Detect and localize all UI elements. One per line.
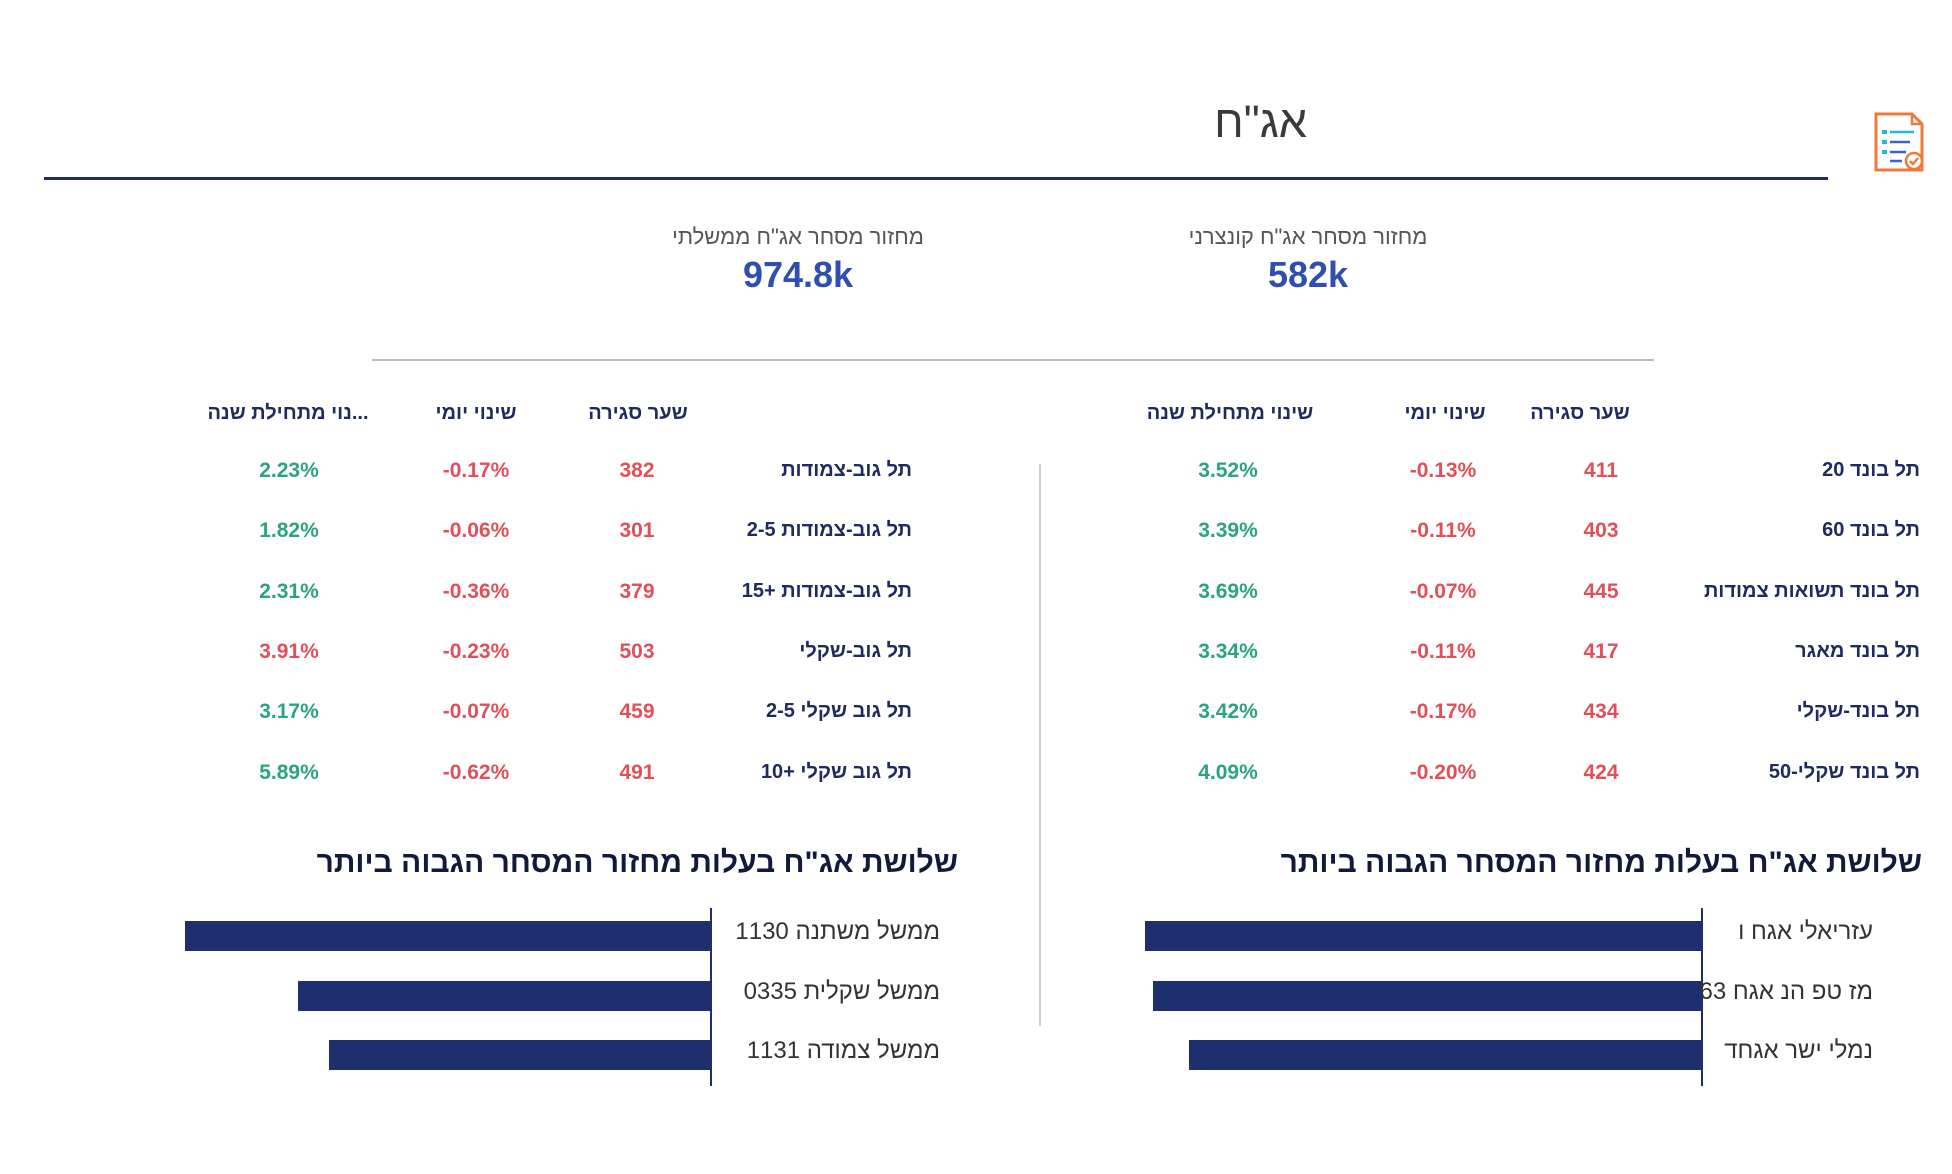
government-row-close: 379 xyxy=(619,580,655,603)
government-row-name: תל גוב-צמודות xyxy=(781,459,912,481)
government-top-bar-label: ממשל משתנה 1130 xyxy=(735,918,940,945)
government-row-name: תל גוב שקלי +10 xyxy=(760,761,912,783)
corporate-top-bar-label: מז טפ הנ אגח 63 xyxy=(1699,978,1874,1005)
government-row-ytd: 3.91% xyxy=(259,640,319,663)
corporate-row-name: תל בונד שקלי-50 xyxy=(1768,761,1920,783)
government-row-close: 503 xyxy=(619,640,655,663)
corporate-header-daily: שינוי יומי xyxy=(1404,402,1486,424)
government-row-daily: -0.07% xyxy=(442,700,510,723)
government-header-ytd: ...נוי מתחילת שנה xyxy=(207,402,369,424)
government-top-bar-label: ממשל שקלית 0335 xyxy=(743,978,940,1005)
government-row-name: תל גוב שקלי 2-5 xyxy=(765,700,912,722)
kpi-corporate-label: מחזור מסחר אג"ח קונצרני xyxy=(1188,224,1428,249)
corporate-row-ytd: 3.69% xyxy=(1198,580,1258,603)
kpi-government-label: מחזור מסחר אג"ח ממשלתי xyxy=(672,224,924,249)
government-header-daily: שינוי יומי xyxy=(435,402,517,424)
kpi-divider xyxy=(372,359,1654,361)
corporate-row-close: 411 xyxy=(1584,459,1618,482)
government-row-name: תל גוב-צמודות +15 xyxy=(741,580,912,602)
government-row-daily: -0.06% xyxy=(442,519,510,542)
corporate-row-ytd: 4.09% xyxy=(1198,761,1258,784)
corporate-row-close: 403 xyxy=(1583,519,1619,542)
corporate-top-bar-label: עזריאלי אגח ו xyxy=(1738,918,1873,945)
government-row-close: 459 xyxy=(619,700,655,723)
corporate-row-daily: -0.11% xyxy=(1410,640,1476,663)
corporate-header-ytd: שינוי מתחילת שנה xyxy=(1146,402,1314,424)
section-divider xyxy=(1039,464,1041,1026)
corporate-top-bar xyxy=(1145,921,1701,951)
corporate-top-bar-label: נמלי ישר אגחד xyxy=(1724,1037,1873,1064)
kpi-government-value: 974.8k xyxy=(742,254,854,295)
corporate-row-daily: -0.11% xyxy=(1410,519,1476,542)
government-row-daily: -0.17% xyxy=(442,459,510,482)
corporate-top-bar xyxy=(1153,981,1701,1011)
document-checklist-icon xyxy=(1874,112,1924,172)
corporate-row-ytd: 3.39% xyxy=(1198,519,1258,542)
corporate-row-name: תל בונד 20 xyxy=(1822,459,1920,481)
corporate-row-close: 445 xyxy=(1583,580,1619,603)
kpi-corporate-value: 582k xyxy=(1267,254,1349,295)
corporate-row-daily: -0.07% xyxy=(1409,580,1477,603)
corporate-top-title: שלושת אג"ח בעלות מחזור המסחר הגבוה ביותר xyxy=(1280,846,1922,879)
corporate-row-ytd: 3.34% xyxy=(1198,640,1258,663)
corporate-row-ytd: 3.52% xyxy=(1198,459,1258,482)
government-bar-axis xyxy=(710,908,712,1086)
corporate-top-bar xyxy=(1189,1040,1701,1070)
corporate-bar-axis xyxy=(1701,908,1703,1086)
government-top-bar xyxy=(298,981,710,1011)
corporate-row-name: תל בונד 60 xyxy=(1822,519,1920,541)
government-row-ytd: 2.23% xyxy=(259,459,319,482)
corporate-row-daily: -0.13% xyxy=(1409,459,1477,482)
government-row-close: 301 xyxy=(619,519,655,542)
government-row-daily: -0.23% xyxy=(442,640,510,663)
government-row-ytd: 3.17% xyxy=(259,700,319,723)
corporate-row-ytd: 3.42% xyxy=(1198,700,1258,723)
government-row-ytd: 2.31% xyxy=(259,580,319,603)
government-row-close: 491 xyxy=(619,761,655,784)
government-row-daily: -0.36% xyxy=(442,580,510,603)
government-top-bar xyxy=(329,1040,710,1070)
header-rule xyxy=(44,177,1828,180)
corporate-row-name: תל בונד תשואות צמודות xyxy=(1703,580,1920,602)
corporate-row-close: 434 xyxy=(1583,700,1619,723)
government-top-title: שלושת אג"ח בעלות מחזור המסחר הגבוה ביותר xyxy=(316,846,958,879)
corporate-header-close: שער סגירה xyxy=(1530,402,1630,424)
corporate-row-close: 424 xyxy=(1583,761,1619,784)
page-title: אג"ח xyxy=(1214,96,1307,147)
government-row-close: 382 xyxy=(619,459,655,482)
corporate-row-name: תל בונד-שקלי xyxy=(1796,700,1920,722)
government-row-name: תל גוב-שקלי xyxy=(799,640,912,662)
government-row-daily: -0.62% xyxy=(442,761,510,784)
government-row-ytd: 5.89% xyxy=(259,761,319,784)
government-header-close: שער סגירה xyxy=(588,402,688,424)
corporate-row-daily: -0.17% xyxy=(1409,700,1477,723)
government-top-bar-label: ממשל צמודה 1131 xyxy=(746,1037,940,1064)
government-row-ytd: 1.82% xyxy=(259,519,319,542)
corporate-row-name: תל בונד מאגר xyxy=(1795,640,1920,662)
corporate-row-close: 417 xyxy=(1583,640,1619,663)
page-header: אג"ח xyxy=(0,0,1952,180)
government-top-bar xyxy=(185,921,710,951)
corporate-row-daily: -0.20% xyxy=(1409,761,1477,784)
government-row-name: תל גוב-צמודות 2-5 xyxy=(746,519,912,541)
